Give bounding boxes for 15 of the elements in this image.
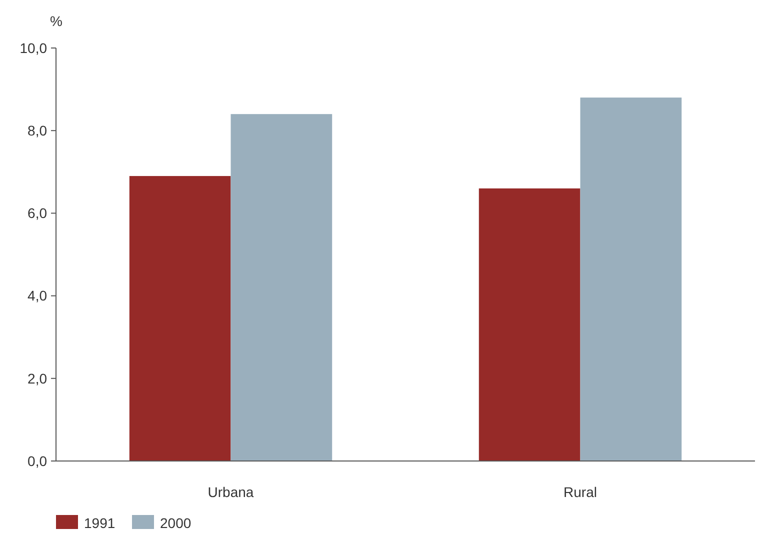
y-tick-label: 2,0 — [28, 370, 48, 386]
y-tick-label: 10,0 — [20, 40, 48, 56]
y-tick-label: 4,0 — [28, 288, 48, 304]
y-axis-title: % — [50, 13, 62, 29]
x-tick-label: Rural — [564, 484, 597, 500]
y-tick-label: 0,0 — [28, 452, 48, 469]
bar — [580, 98, 682, 461]
legend-label: 2000 — [160, 515, 192, 531]
bar — [129, 176, 231, 461]
x-tick-label: Urbana — [208, 484, 254, 500]
y-tick-label: 8,0 — [28, 122, 48, 138]
y-tick-label: 6,0 — [28, 205, 48, 222]
bar — [478, 188, 580, 461]
legend-label: 1991 — [84, 515, 116, 531]
bar — [230, 114, 332, 461]
